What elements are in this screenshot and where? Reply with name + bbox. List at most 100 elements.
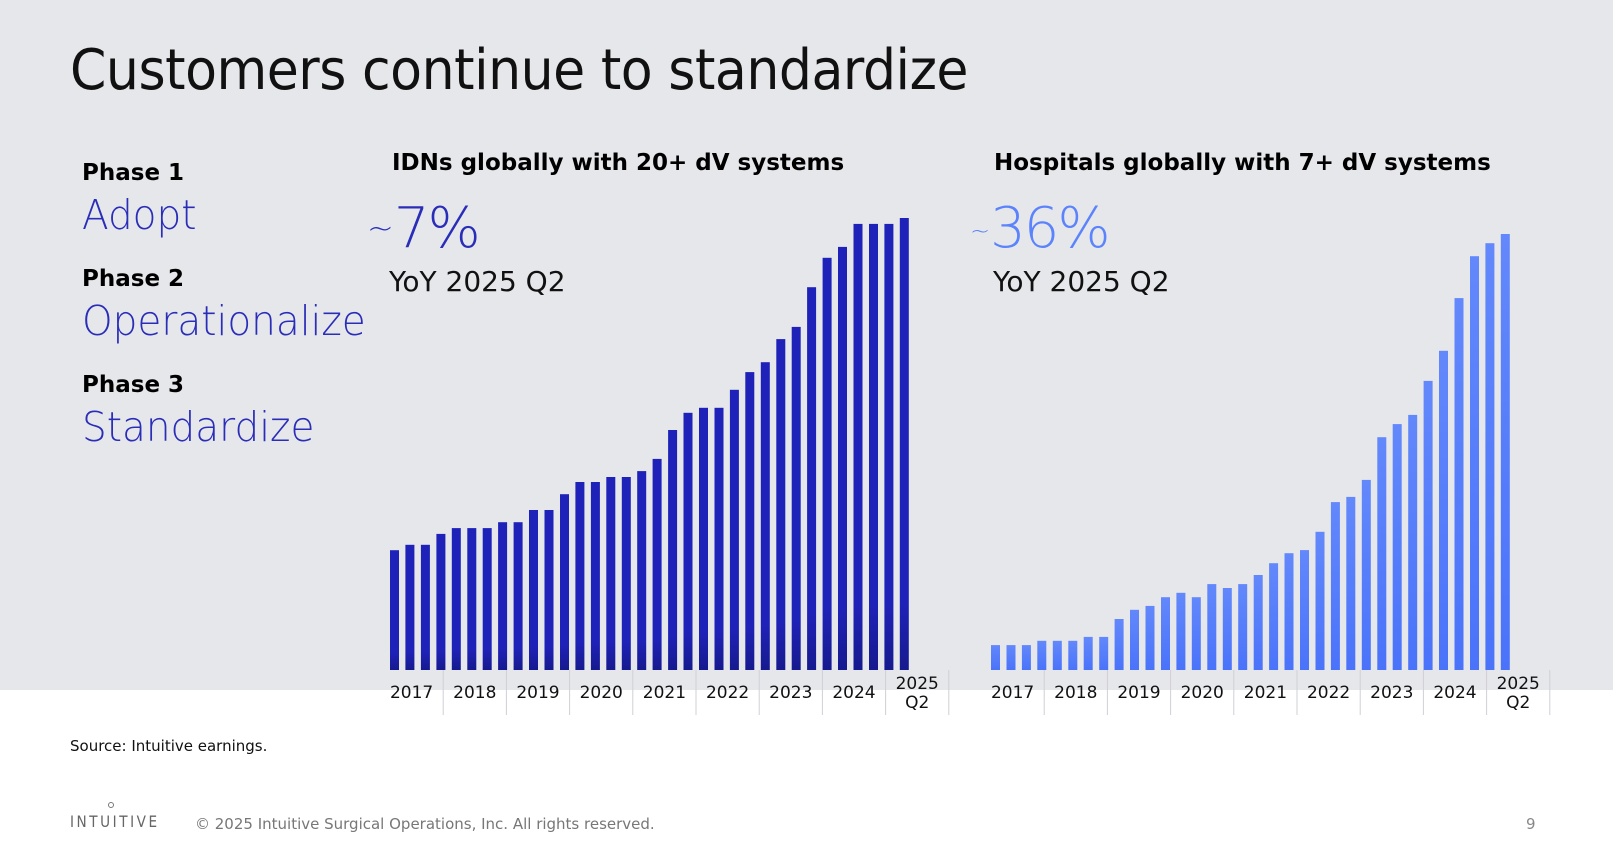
bar-2017-q2 [405,544,415,670]
bar-2024-q1 [822,257,832,670]
x-tick-label: 2024 [832,683,875,703]
bar-2018-q1 [1052,640,1062,670]
bar-2020-q4 [1222,588,1232,670]
bar-2020-q4 [621,477,631,670]
bar-2024-q1 [1423,380,1433,670]
stat-value: 36% [990,196,1110,261]
source-note: Source: Intuitive earnings. [70,737,268,755]
phase-label: Phase 3 [82,372,185,398]
bar-2020-q2 [1191,597,1201,670]
x-tick-label: 2019 [516,683,559,703]
bar-2023-q3 [1392,424,1402,670]
bar-2025-q1 [884,223,894,670]
x-tick-label: 2022 [706,683,749,703]
bar-2017-q3 [1021,645,1031,670]
bar-2018-q2 [1068,640,1078,670]
phase-name: Adopt [82,191,197,239]
bar-2024-q2 [838,246,847,670]
bar-2017-q1 [390,550,399,670]
phase-label: Phase 1 [82,160,185,186]
x-tick-label: 2021 [643,683,686,703]
bar-2020-q3 [606,477,616,670]
x-tick-label: 2023 [769,683,812,703]
bar-2021-q3 [1269,563,1279,670]
bar-2023-q2 [1377,437,1387,670]
stat-caption-idns: YoY 2025 Q2 [389,265,566,298]
bar-2024-q3 [853,223,863,670]
bar-2022-q3 [729,389,739,670]
x-tick-label: 2025 Q2 [896,674,939,713]
bar-2018-q3 [482,528,492,670]
bar-2023-q2 [776,339,786,670]
x-tick-label: 2021 [1244,683,1287,703]
bar-2023-q4 [807,287,817,670]
phase-label: Phase 2 [82,266,185,292]
x-tick-label: 2025 Q2 [1497,674,1540,713]
bar-2019-q3 [1145,605,1155,670]
slide-title: Customers continue to standardize [70,38,969,103]
phase-name: Standardize [82,403,315,451]
bar-2025-q2 [899,218,909,670]
bar-2025-q1 [1485,243,1495,670]
x-tick-label: 2018 [453,683,496,703]
bar-2021-q4 [1284,553,1294,670]
bar-2018-q4 [1099,636,1109,670]
approx-tilde: ~ [970,217,991,245]
intuitive-logo: INTUITIVE [70,812,160,831]
bar-2022-q4 [745,372,755,670]
phase-list: Phase 1 Adopt Phase 2 Operationalize Pha… [82,160,381,478]
bar-2022-q3 [1330,502,1340,670]
bar-2020-q1 [1176,592,1186,670]
bar-2023-q1 [1361,479,1371,670]
bar-2019-q4 [560,494,569,670]
slide-background [0,0,1613,690]
bar-2025-q2 [1500,234,1510,670]
bar-2017-q2 [1006,645,1016,670]
bar-2024-q3 [1454,298,1464,670]
bar-2022-q2 [714,407,724,670]
x-tick-label: 2022 [1307,683,1350,703]
yoy-stat-idns: ~7% [367,196,481,261]
chart-title-hospitals: Hospitals globally with 7+ dV systems [994,150,1491,176]
bar-2017-q4 [1037,640,1047,670]
bar-2021-q4 [683,412,693,670]
phase-name: Operationalize [82,297,366,345]
bar-2020-q1 [575,482,585,670]
bar-2021-q3 [668,430,678,670]
logo-dot-icon [108,802,114,808]
x-tick-label: 2023 [1370,683,1413,703]
yoy-stat-hospitals: ~36% [970,196,1111,261]
approx-tilde: ~ [367,209,394,247]
bar-2023-q3 [791,326,801,670]
x-tick-label: 2017 [991,683,1034,703]
bar-2017-q1 [991,645,1000,670]
bar-2021-q2 [652,458,662,670]
chart-hospitals: 2017 2018 2019 2020 2021 2022 2023 2024 2025 Q2 [991,234,1551,715]
bar-2019-q3 [544,510,554,670]
bar-2018-q3 [1083,636,1093,670]
stat-value: 7% [393,196,481,261]
bar-2024-q4 [1470,256,1479,670]
bar-2019-q4 [1161,597,1170,670]
phase-item: Phase 1 Adopt [82,160,381,240]
bar-2024-q2 [1439,350,1448,670]
bar-2019-q2 [1130,609,1139,670]
bar-2021-q2 [1253,575,1263,670]
bar-2023-q4 [1408,414,1418,670]
x-tick-label: 2019 [1117,683,1160,703]
bar-2019-q1 [513,522,523,670]
x-tick-label: 2018 [1054,683,1097,703]
bar-2017-q4 [436,533,446,670]
bar-2021-q1 [637,471,647,670]
copyright-text: © 2025 Intuitive Surgical Operations, In… [195,815,655,833]
bar-2020-q2 [590,482,600,670]
phase-item: Phase 2 Operationalize [82,266,381,346]
bar-2022-q4 [1346,496,1356,670]
x-tick-label: 2024 [1433,683,1476,703]
bar-2018-q4 [498,522,508,670]
bar-2024-q4 [869,223,878,670]
bar-2020-q3 [1207,584,1217,670]
bar-2018-q1 [451,528,461,670]
phase-item: Phase 3 Standardize [82,372,381,452]
